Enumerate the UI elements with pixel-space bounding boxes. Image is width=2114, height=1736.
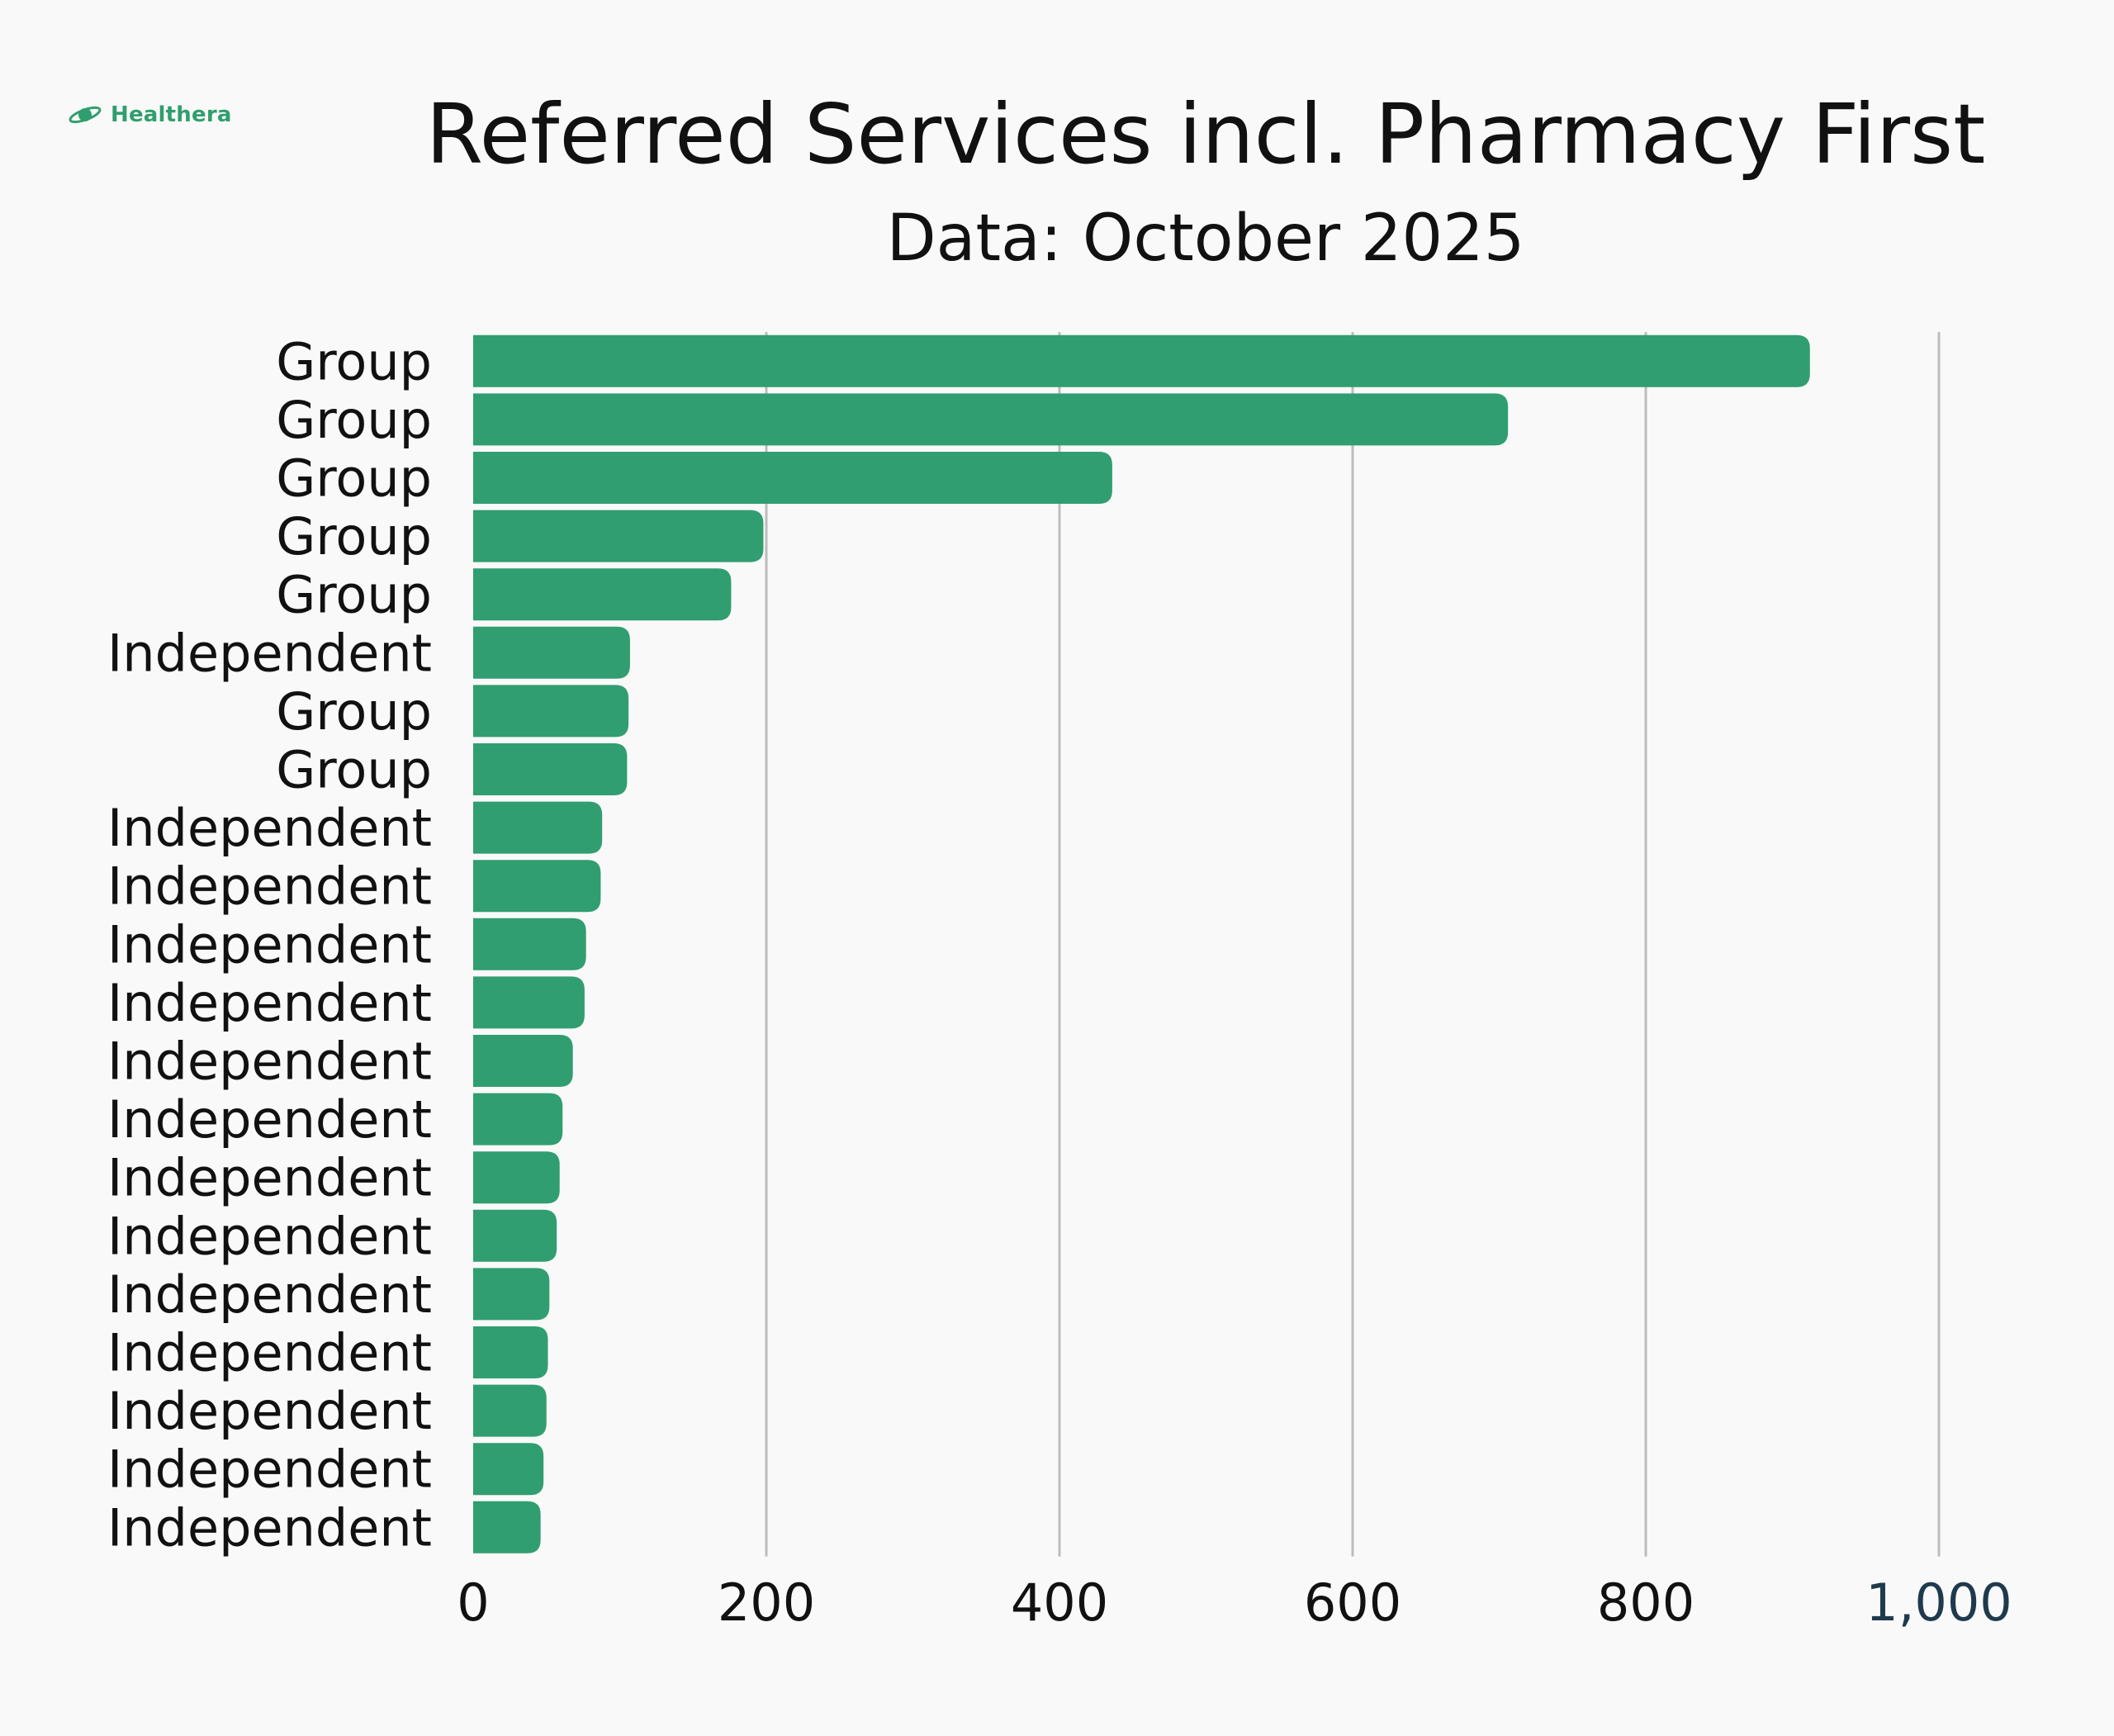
bar [473,1384,547,1437]
category-label: Independent [107,1206,432,1266]
brand-logo: Healthera [68,102,232,127]
category-label: Independent [107,1032,432,1092]
bar [473,334,1810,387]
chart-subtitle: Data: October 2025 [886,202,1525,276]
tick-label: 200 [718,1572,815,1633]
category-label: Group [276,331,432,391]
category-label: Group [276,681,432,742]
tick-label: 0 [457,1572,489,1633]
gridlines [765,332,1941,1557]
category-label: Group [276,740,432,800]
bar [473,510,764,562]
bar [473,1268,550,1321]
planet-logo-icon [69,106,102,124]
category-label: Group [276,390,432,450]
category-label: Group [276,448,432,509]
bar [473,1326,548,1378]
bar [473,1443,544,1496]
x-tick-labels: 0 200 400 600 800 1,000 [457,1572,2012,1633]
category-label: Independent [107,1089,432,1150]
category-labels: GroupGroupGroupGroupGroupIndependentGrou… [107,331,432,1558]
bars [473,334,1810,1553]
bar [473,626,630,679]
category-label: Independent [107,1440,432,1500]
category-label: Group [276,565,432,625]
bar [473,1093,563,1145]
category-label: Independent [107,623,432,683]
bar [473,1209,557,1262]
bar [473,1035,573,1087]
bar [473,452,1112,504]
bar [473,393,1509,446]
category-label: Group [276,506,432,567]
tick-label: 1,000 [1865,1572,2012,1633]
category-label: Independent [107,1323,432,1383]
bar [473,918,586,970]
category-label: Independent [107,973,432,1033]
bar [473,976,585,1029]
tick-label: 400 [1011,1572,1108,1633]
bar [473,743,628,795]
bar [473,860,601,913]
brand-name: Healthera [111,102,232,127]
bar [473,1151,560,1204]
category-label: Independent [107,798,432,858]
category-label: Independent [107,1148,432,1208]
category-label: Independent [107,856,432,917]
bar [473,1501,541,1553]
tick-label: 600 [1304,1572,1401,1633]
bar [473,568,732,621]
bar [473,685,629,738]
bar [473,801,603,854]
category-label: Independent [107,1381,432,1441]
category-label: Independent [107,1497,432,1558]
category-label: Independent [107,914,432,975]
chart-title: Referred Services incl. Pharmacy First [425,86,1986,183]
tick-label: 800 [1597,1572,1695,1633]
category-label: Independent [107,1264,432,1325]
